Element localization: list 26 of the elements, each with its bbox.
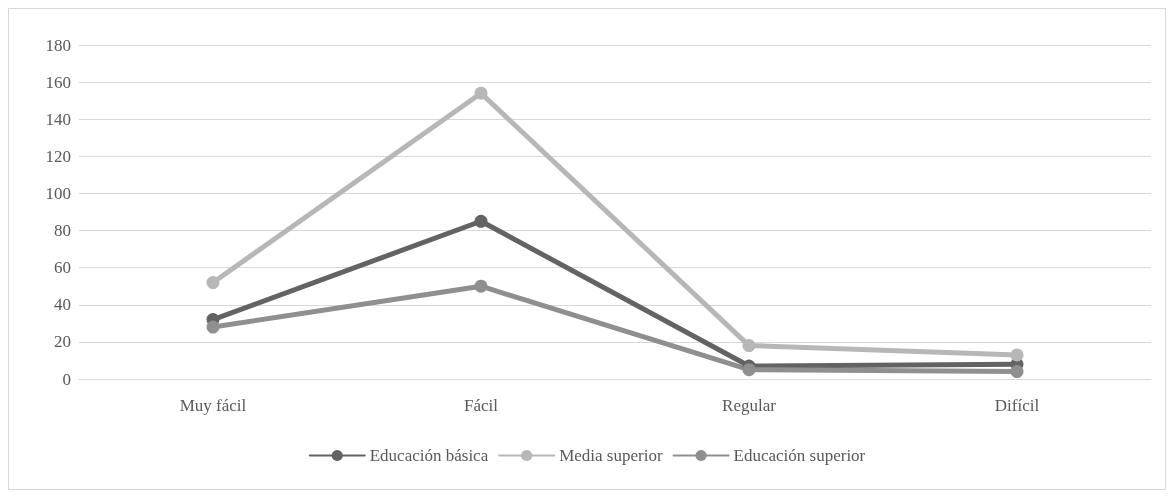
point (206, 320, 220, 334)
y-tick-label: 120 (45, 146, 71, 166)
point (474, 279, 488, 293)
y-tick-label: 80 (54, 221, 71, 241)
y-tick-label: 20 (54, 332, 71, 352)
y-tick-label: 160 (45, 72, 71, 92)
point (1010, 365, 1024, 379)
legend-label: Media superior (559, 446, 663, 465)
y-tick-label: 0 (62, 369, 71, 389)
point (474, 214, 488, 228)
x-tick-label: Difícil (994, 396, 1040, 415)
point (206, 276, 220, 290)
y-tick-label: 140 (45, 109, 71, 129)
y-tick-label: 60 (54, 258, 71, 278)
y-tick-label: 180 (45, 35, 71, 55)
legend-label: Educación básica (369, 446, 489, 465)
point (742, 363, 756, 377)
x-tick-label: Fácil (464, 396, 499, 415)
point (1010, 348, 1024, 362)
y-tick-label: 40 (54, 295, 71, 315)
point (742, 339, 756, 353)
x-tick-label: Muy fácil (179, 396, 247, 415)
y-tick-label: 100 (45, 183, 71, 203)
x-tick-label: Regular (722, 396, 777, 415)
point (474, 86, 488, 100)
legend-label: Educación superior (733, 446, 866, 465)
